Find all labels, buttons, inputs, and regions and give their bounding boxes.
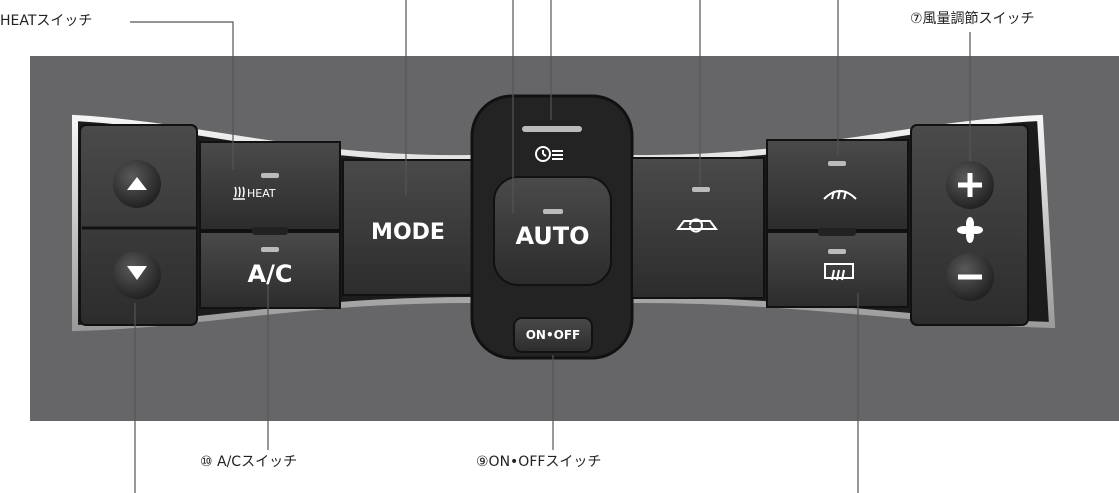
temp-button-column — [79, 124, 198, 326]
heat-button-label: HEAT — [247, 187, 276, 200]
heat-seat-icon — [233, 186, 245, 200]
plus-icon — [958, 173, 982, 197]
ac-button — [199, 231, 341, 309]
front-defrost-led — [828, 161, 846, 166]
front-defroster-icon — [823, 189, 857, 200]
mode-button-label: MODE — [371, 220, 445, 245]
fan-icon — [957, 217, 983, 243]
ac-led — [261, 247, 279, 252]
ac-switch-callout: ⑩ A/Cスイッチ — [200, 454, 298, 470]
fresh-air-led — [692, 187, 710, 192]
onoff-button — [513, 317, 593, 353]
rear-defrost-led — [828, 249, 846, 254]
heat-button — [199, 141, 341, 231]
rear-defrost-button — [766, 231, 909, 308]
leader-lines — [130, 0, 971, 493]
auto-led — [543, 209, 563, 214]
heat-led — [261, 173, 279, 178]
fresh-air-icon — [676, 218, 718, 233]
recirculation-led — [522, 126, 582, 132]
temp-down-arrow-icon — [127, 266, 147, 280]
temp-up-arrow-icon — [127, 177, 147, 190]
ac-button-label: A/C — [247, 260, 293, 288]
rear-defroster-icon — [824, 263, 854, 281]
auto-button-label: AUTO — [515, 222, 590, 250]
recirculation-icon — [535, 146, 563, 162]
heat-switch-callout: HEATスイッチ — [0, 13, 93, 29]
auto-button — [493, 176, 612, 286]
fan-speed-switch-callout: ⑦風量調節スイッチ — [910, 11, 1035, 27]
onoff-button-label: ON•OFF — [525, 328, 581, 342]
onoff-switch-callout: ⑨ON•OFFスイッチ — [476, 454, 602, 470]
